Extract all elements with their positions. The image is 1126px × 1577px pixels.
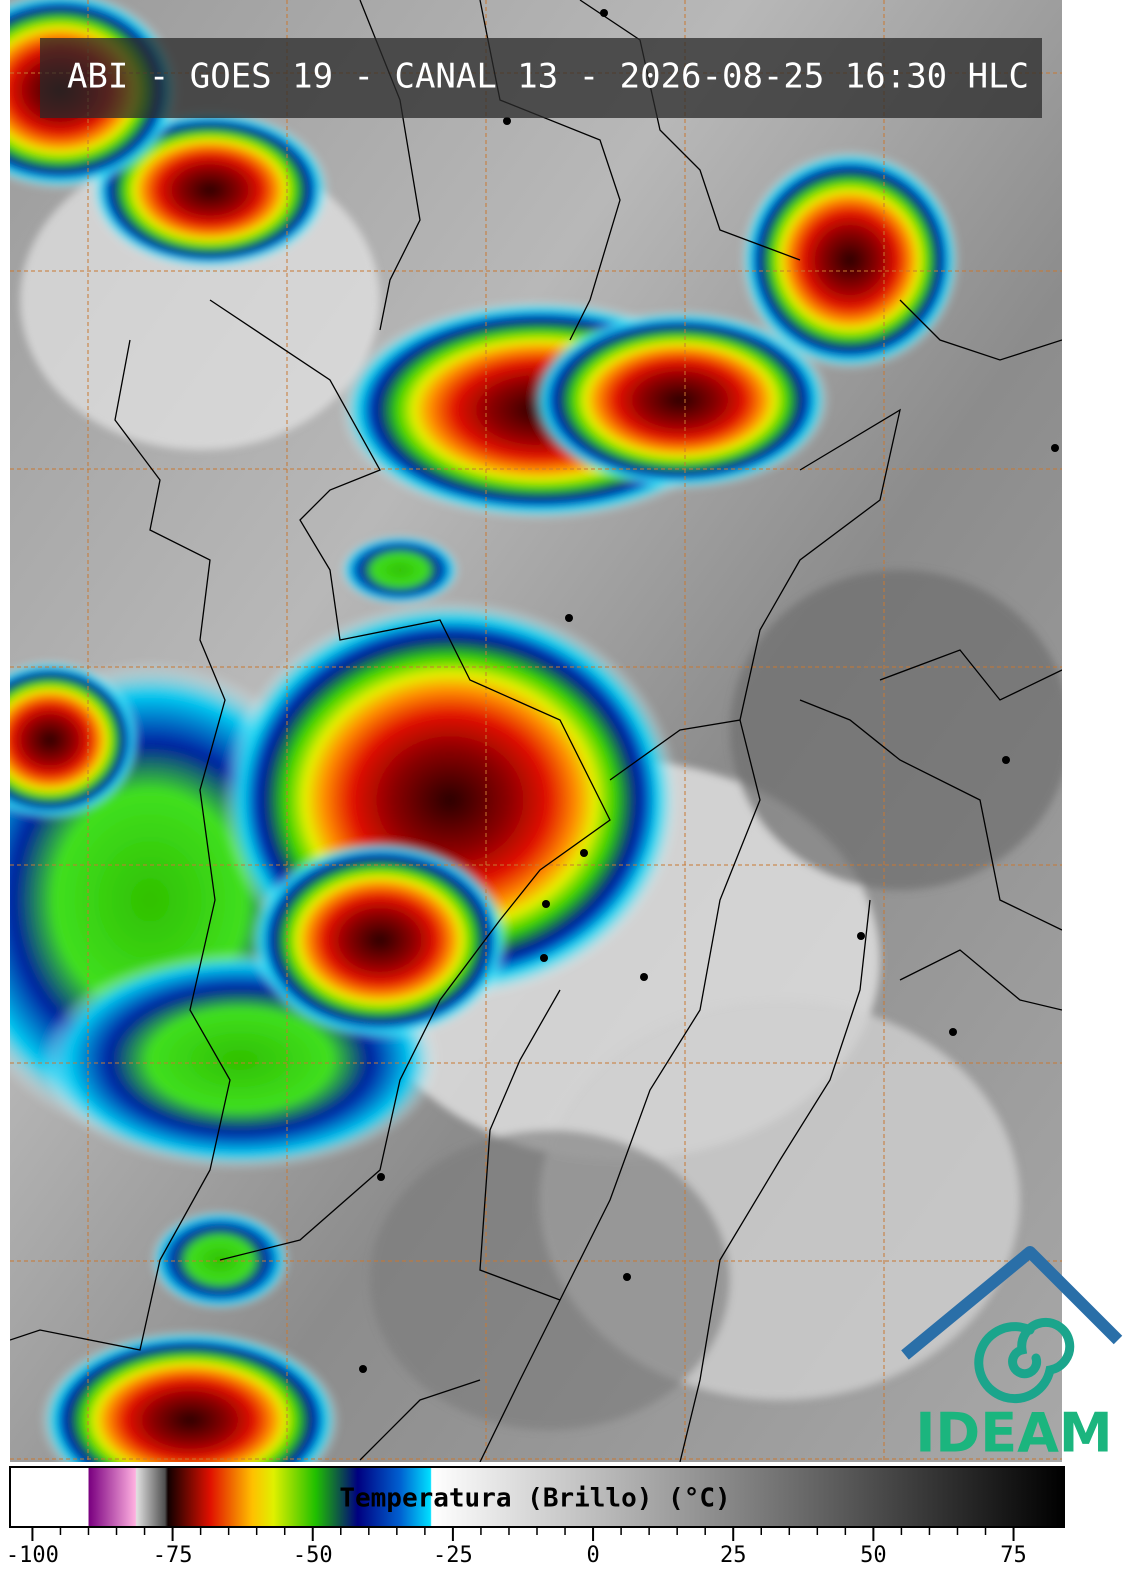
- tick-label: 50: [860, 1543, 887, 1568]
- title: ABI - GOES 19 - CANAL 13 - 2026-08-25 16…: [67, 57, 1029, 97]
- borders: [10, 0, 1062, 1462]
- tick-label: 0: [586, 1543, 599, 1568]
- colorbar-label: Temperatura (Brillo) (°C): [339, 1484, 730, 1514]
- logo: IDEAM: [901, 1246, 1123, 1465]
- city-markers: [359, 9, 1059, 1373]
- colorbar-ticks: -100 -75 -50 -25 0 25 50 75: [6, 1527, 1027, 1568]
- map: [10, 0, 1062, 1462]
- tick-label: 75: [1000, 1543, 1027, 1568]
- title-box: [40, 38, 1042, 118]
- tick-label: -25: [433, 1543, 473, 1568]
- tick-label: -50: [293, 1543, 333, 1568]
- cloud-field: [10, 0, 1062, 1462]
- tick-label: 25: [720, 1543, 747, 1568]
- colorbar: [9, 1466, 1065, 1528]
- tick-label: -75: [153, 1543, 193, 1568]
- tick-label: -100: [6, 1543, 59, 1568]
- logo-text: IDEAM: [915, 1402, 1112, 1465]
